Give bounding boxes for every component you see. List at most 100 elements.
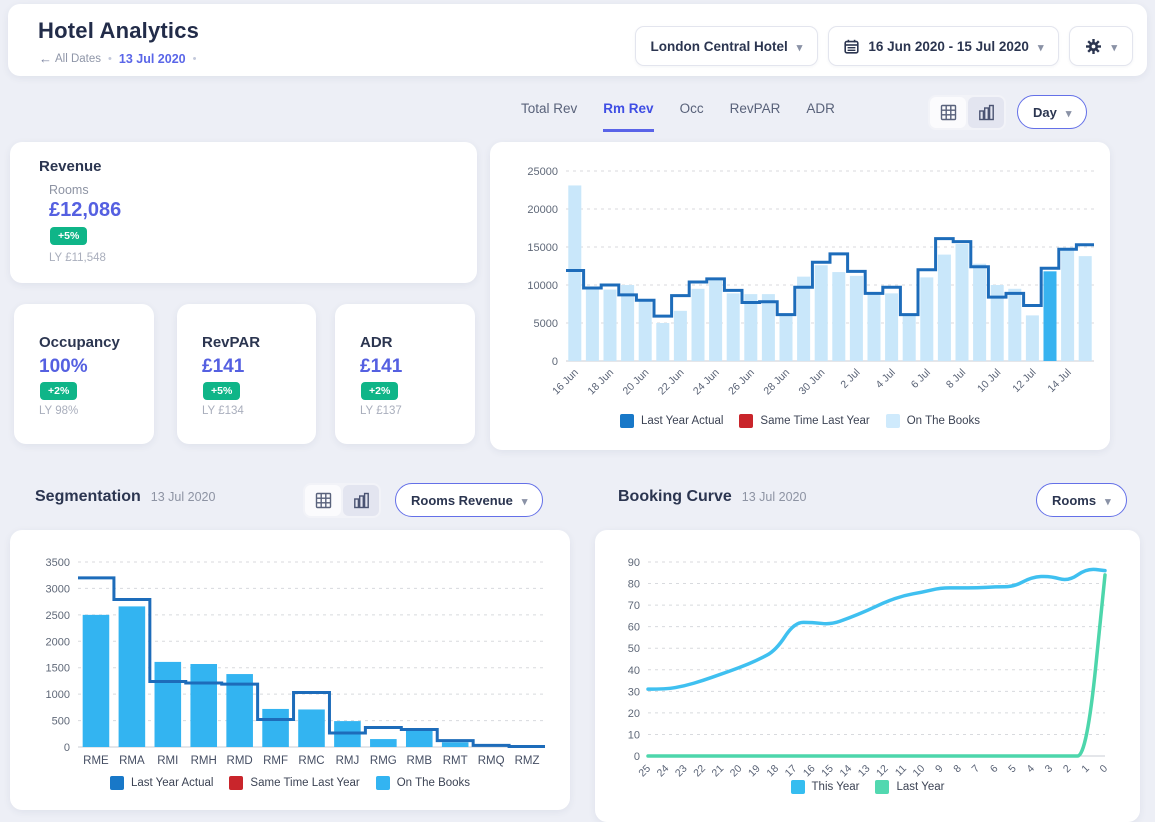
- chart-view-button[interactable]: [968, 97, 1004, 128]
- svg-text:RMQ: RMQ: [478, 755, 505, 767]
- hotel-selector-button[interactable]: London Central Hotel: [634, 26, 819, 66]
- booking-curve-metric-selector[interactable]: Rooms: [1036, 483, 1127, 517]
- svg-text:5: 5: [1006, 763, 1019, 776]
- svg-text:3000: 3000: [46, 583, 70, 595]
- tab-occ[interactable]: Occ: [679, 101, 704, 116]
- booking-curve-card: 0 10 20 30 40 50 60 70 80 90 25 24 23 22 21 20 19 18 17 16 1…: [595, 530, 1140, 822]
- revpar-card: RevPAR £141 +5% LY £134: [177, 304, 316, 444]
- table-grid-icon: [315, 492, 331, 509]
- table-view-button[interactable]: [930, 97, 966, 128]
- svg-text:60: 60: [628, 622, 640, 634]
- svg-text:10: 10: [628, 729, 640, 741]
- revpar-change-badge: +5%: [203, 382, 241, 400]
- adr-value: £141: [360, 356, 403, 377]
- breadcrumb: All Dates 13 Jul 2020: [39, 51, 196, 66]
- svg-text:RMB: RMB: [406, 755, 432, 767]
- svg-text:90: 90: [628, 557, 640, 569]
- adr-card: ADR £141 +2% LY £137: [335, 304, 475, 444]
- svg-text:5000: 5000: [534, 318, 558, 330]
- legend-item-last-year[interactable]: Last Year: [875, 780, 944, 794]
- svg-text:16: 16: [801, 763, 818, 780]
- legend-swatch: [619, 414, 634, 428]
- chevron-down-icon: [522, 493, 528, 508]
- svg-text:12 Jul: 12 Jul: [1010, 367, 1038, 395]
- svg-text:0: 0: [1098, 763, 1111, 776]
- svg-text:1500: 1500: [46, 663, 70, 675]
- date-range-button[interactable]: 16 Jun 2020 - 15 Jul 2020: [828, 26, 1060, 66]
- svg-text:RMT: RMT: [443, 755, 468, 767]
- table-grid-icon: [940, 104, 956, 121]
- svg-text:RMH: RMH: [191, 755, 217, 767]
- revenue-card: Revenue Rooms £12,086 +5% LY £11,548: [10, 142, 477, 283]
- tab-revpar[interactable]: RevPAR: [729, 101, 781, 116]
- legend-label: Last Year Actual: [640, 415, 724, 427]
- revpar-ly-value: LY £134: [202, 405, 244, 417]
- legend-label: Last Year: [896, 781, 945, 793]
- settings-button[interactable]: [1069, 26, 1133, 66]
- granularity-selector[interactable]: Day: [1017, 95, 1088, 129]
- tab-total-rev[interactable]: Total Rev: [521, 101, 578, 116]
- booking-curve-header: Booking Curve 13 Jul 2020: [618, 488, 806, 506]
- svg-text:24 Jun: 24 Jun: [691, 367, 722, 398]
- adr-ly-value: LY £137: [360, 405, 402, 417]
- segmentation-header: Segmentation 13 Jul 2020: [35, 488, 215, 506]
- bar-chart-icon: [978, 104, 994, 121]
- svg-text:0: 0: [552, 356, 558, 368]
- revenue-title: Revenue: [39, 158, 102, 175]
- segmentation-date: 13 Jul 2020: [150, 490, 216, 504]
- segmentation-chart-view-button[interactable]: [343, 485, 379, 516]
- svg-text:14 Jul: 14 Jul: [1045, 367, 1073, 395]
- booking-curve-metric-label: Rooms: [1052, 492, 1097, 508]
- svg-text:2500: 2500: [46, 610, 70, 622]
- daily-chart: 0 5000 10000 15000 20000 25000 16 Jun 18 Jun 20 …: [527, 166, 1094, 398]
- svg-text:RMA: RMA: [119, 755, 145, 767]
- legend-item-this-year[interactable]: This Year: [790, 780, 859, 794]
- legend-swatch: [739, 414, 754, 428]
- legend-item-same-time-last-year[interactable]: Same Time Last Year: [229, 776, 360, 790]
- svg-text:20000: 20000: [527, 204, 558, 216]
- revenue-value: £12,086: [49, 199, 122, 221]
- back-link[interactable]: All Dates: [39, 51, 101, 66]
- tab-rm-rev[interactable]: Rm Rev: [603, 101, 654, 132]
- svg-text:500: 500: [52, 716, 70, 728]
- legend-swatch: [109, 776, 124, 790]
- legend-swatch: [375, 776, 390, 790]
- svg-text:RMJ: RMJ: [336, 755, 360, 767]
- header-card: Hotel Analytics All Dates 13 Jul 2020 Lo…: [8, 4, 1147, 76]
- svg-text:21: 21: [709, 763, 726, 780]
- legend-label: Same Time Last Year: [760, 415, 870, 427]
- booking-curve-date: 13 Jul 2020: [741, 490, 807, 504]
- svg-text:22: 22: [691, 763, 708, 780]
- legend-label: On The Books: [906, 415, 981, 427]
- legend-swatch: [790, 780, 805, 794]
- svg-text:0: 0: [64, 742, 70, 754]
- svg-text:25000: 25000: [527, 166, 558, 178]
- legend-item-last-year-actual[interactable]: Last Year Actual: [619, 414, 724, 428]
- segmentation-table-view-button[interactable]: [305, 485, 341, 516]
- segmentation-view-toggle: [303, 483, 381, 518]
- revenue-change-badge: +5%: [50, 227, 88, 245]
- adr-change-badge: +2%: [361, 382, 399, 400]
- svg-text:50: 50: [628, 643, 640, 655]
- svg-text:4 Jul: 4 Jul: [874, 367, 898, 391]
- legend-item-on-the-books[interactable]: On The Books: [375, 776, 470, 790]
- legend-item-on-the-books[interactable]: On The Books: [885, 414, 981, 428]
- legend-item-last-year-actual[interactable]: Last Year Actual: [109, 776, 214, 790]
- tab-adr[interactable]: ADR: [806, 101, 835, 116]
- legend-item-same-time-last-year[interactable]: Same Time Last Year: [739, 414, 870, 428]
- adr-title: ADR: [360, 334, 393, 351]
- current-date-link[interactable]: 13 Jul 2020: [118, 51, 186, 66]
- page-title: Hotel Analytics: [38, 18, 200, 43]
- daily-chart-legend: Last Year Actual Same Time Last Year On Th…: [490, 414, 1110, 428]
- svg-text:RMD: RMD: [227, 755, 253, 767]
- svg-text:20: 20: [628, 708, 640, 720]
- chevron-down-icon: [1066, 105, 1072, 120]
- legend-label: Last Year Actual: [130, 777, 214, 789]
- revpar-title: RevPAR: [202, 334, 261, 351]
- segmentation-metric-selector[interactable]: Rooms Revenue: [395, 483, 544, 517]
- svg-text:17: 17: [783, 763, 800, 780]
- svg-text:15: 15: [819, 763, 836, 780]
- svg-text:2000: 2000: [46, 636, 70, 648]
- svg-text:26 Jun: 26 Jun: [726, 367, 757, 398]
- svg-text:1: 1: [1079, 763, 1092, 776]
